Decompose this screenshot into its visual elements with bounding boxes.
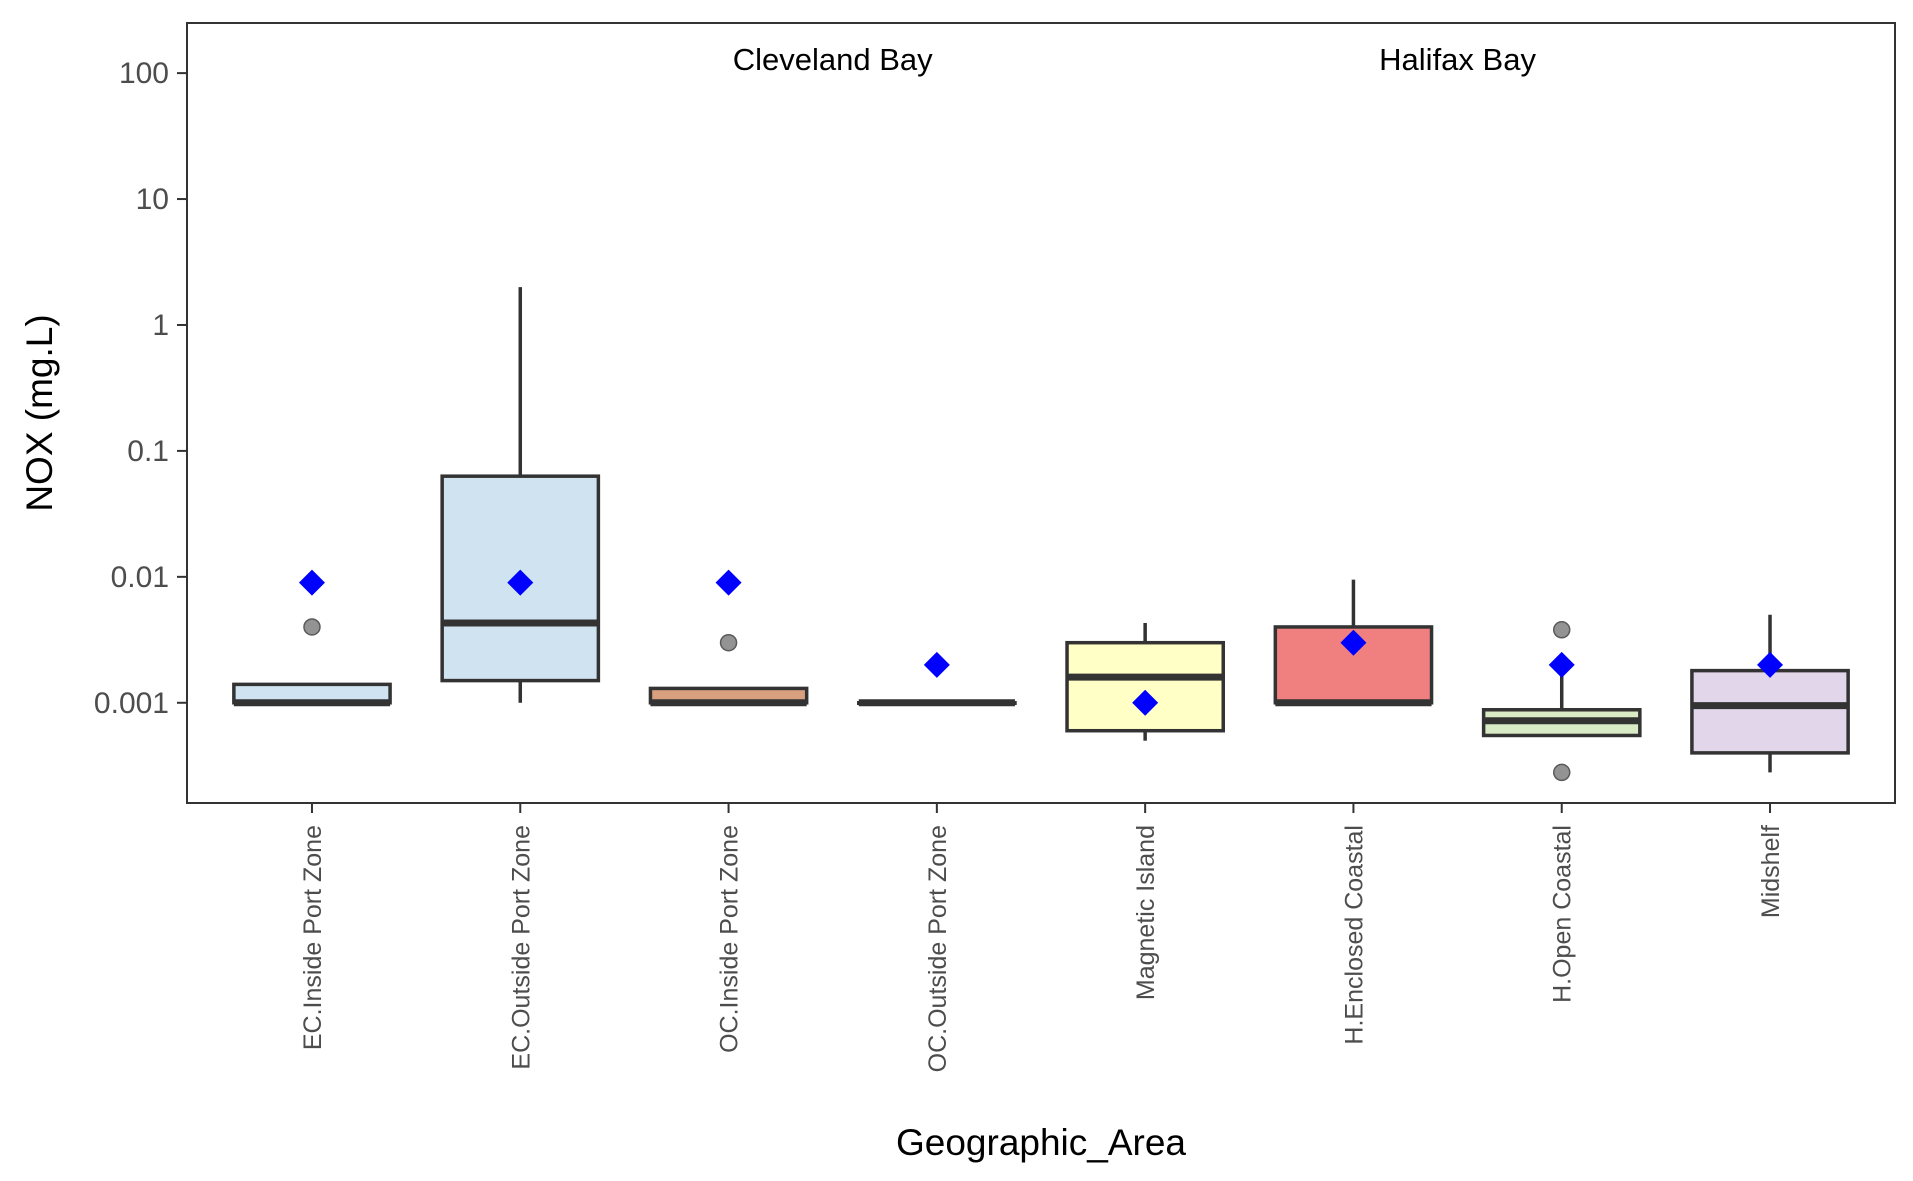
mean-marker: [1132, 689, 1159, 716]
box-group: [856, 651, 1017, 707]
mean-marker: [1548, 651, 1575, 678]
box-group: [232, 569, 392, 707]
y-tick-label: 0.001: [94, 687, 169, 720]
x-tick-label: Midshelf: [1757, 825, 1785, 918]
y-tick-label: 0.01: [111, 561, 169, 594]
x-tick-label: OC.Outside Port Zone: [924, 825, 952, 1072]
mean-marker: [715, 569, 742, 596]
y-axis-title: NOX (mg.L): [19, 314, 60, 511]
mean-marker: [1340, 629, 1367, 656]
x-tick-label: H.Enclosed Coastal: [1340, 825, 1368, 1045]
plot-panel: [186, 22, 1896, 804]
annotation-label: Halifax Bay: [1379, 42, 1536, 77]
box-group: [648, 569, 809, 707]
outlier-point: [1552, 621, 1571, 639]
x-tick-label: EC.Inside Port Zone: [299, 825, 327, 1050]
y-tick-label: 0.1: [127, 435, 169, 468]
x-tick-label: OC.Inside Port Zone: [716, 825, 744, 1053]
outlier-point: [303, 618, 321, 636]
y-tick-label: 10: [136, 183, 169, 216]
x-axis-title: Geographic_Area: [896, 1122, 1186, 1163]
y-tick-label: 100: [119, 57, 169, 90]
box-group: [1481, 621, 1642, 782]
outlier-point: [1552, 763, 1571, 782]
boxes-layer: [232, 287, 1850, 782]
y-tick-label: 1: [152, 309, 169, 342]
mean-marker: [1757, 651, 1784, 678]
box-group: [1273, 579, 1434, 707]
x-tick-label: EC.Outside Port Zone: [507, 825, 535, 1070]
box-iqr: [1065, 640, 1226, 733]
outlier-point: [719, 633, 738, 652]
mean-marker: [507, 569, 534, 596]
annotation-label: Cleveland Bay: [733, 42, 933, 77]
annotations-layer: Cleveland Bay Halifax Bay: [733, 42, 1537, 77]
x-tick-label: H.Open Coastal: [1549, 825, 1577, 1003]
box-group: [1690, 614, 1850, 773]
box-group: [1065, 622, 1226, 741]
x-axis: EC.Inside Port Zone EC.Outside Port Zone O…: [299, 803, 1785, 1072]
y-axis: 0.001 0.01 0.1 1 10 100: [94, 57, 187, 720]
box-group: [440, 287, 601, 703]
x-tick-label: Magnetic Island: [1132, 825, 1160, 1000]
mean-marker: [298, 569, 325, 596]
mean-marker: [923, 651, 950, 678]
box-iqr: [1690, 668, 1850, 755]
